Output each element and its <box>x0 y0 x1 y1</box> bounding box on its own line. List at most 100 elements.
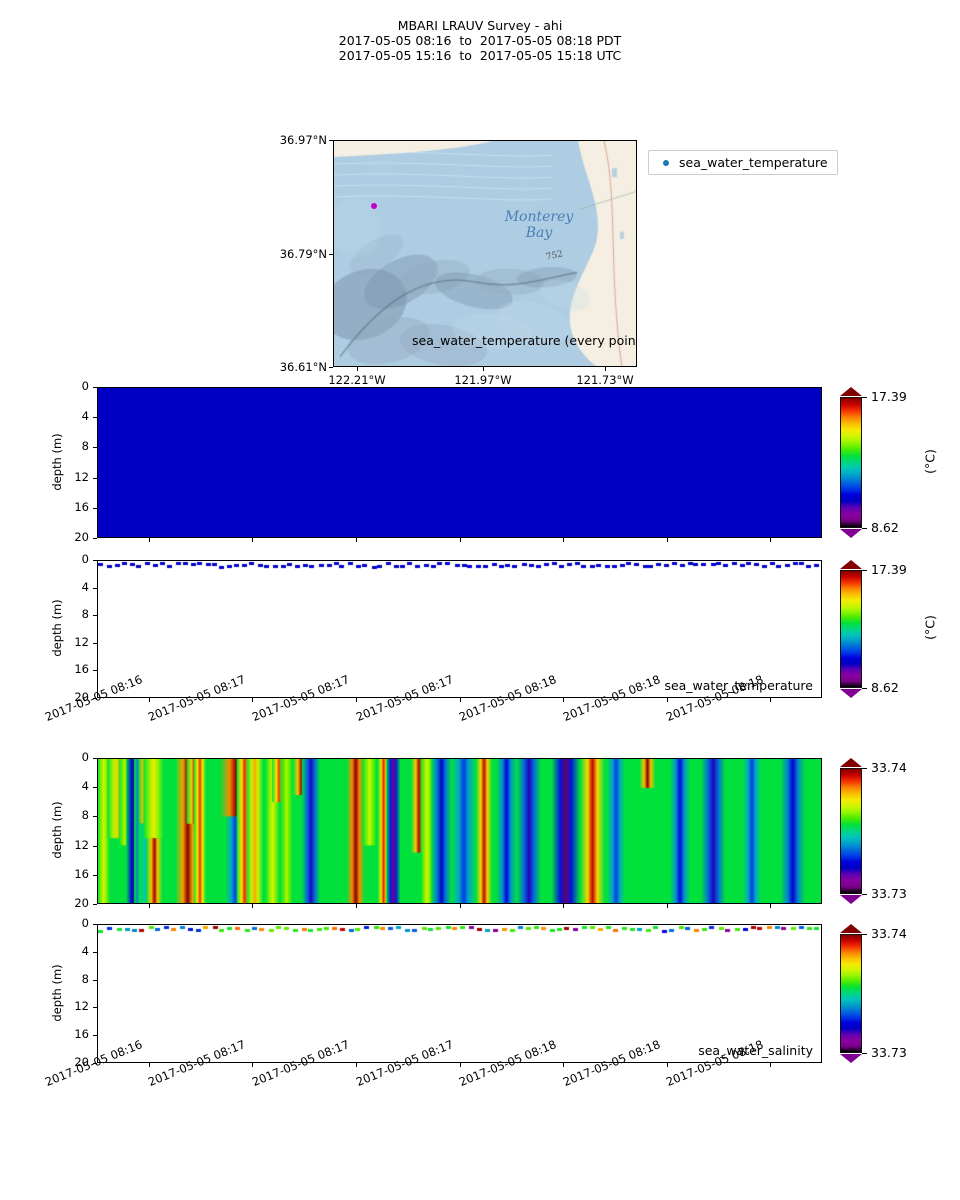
colorbar-temp_points[interactable] <box>840 560 862 698</box>
map-lon-tick-0: 122.21°W <box>328 373 386 387</box>
panel-temp_points-xtick-mark <box>459 698 461 702</box>
panel-temp_section-xtick-mark <box>666 538 668 542</box>
panel-sal_points-xtick-mark <box>459 1063 461 1067</box>
title-line-1: MBARI LRAUV Survey - ahi <box>397 18 563 33</box>
panel-sal_points-xtick-label-0: 2017-05-05 08:16 <box>42 1037 145 1089</box>
colorbar-temp_points-gradient <box>840 570 862 688</box>
panel-temp_section-axes[interactable] <box>97 387 822 538</box>
panel-temp_points-ytick-4: 4 <box>81 579 89 594</box>
panel-temp_points-ytick-20: 20 <box>74 690 89 704</box>
panel-sal_section-ytick-0: 0 <box>81 750 89 764</box>
map-xtick-mark <box>483 367 485 371</box>
panel-sal_points-xtick-mark <box>666 1063 668 1067</box>
panel-sal_section-xtick-mark <box>666 904 668 908</box>
panel-temp_points-axes[interactable]: sea_water_temperature <box>97 560 822 698</box>
panel-sal_points-ytick-12: 12 <box>74 999 89 1014</box>
panel-temp_points-ytick-mark <box>93 560 97 562</box>
map-axes[interactable]: Monterey Bay 752 sea_water_temperature (… <box>333 140 637 367</box>
panel-sal_section-axes[interactable] <box>97 758 822 904</box>
colorbar-sal_points-max-tick <box>862 934 867 936</box>
panel-temp_points-ytick-mark <box>93 670 97 672</box>
map-ytick-mark <box>329 140 333 142</box>
panel-sal_section-ytick-20: 20 <box>74 896 89 910</box>
panel-sal_points-ytick-mark <box>93 1063 97 1065</box>
panel-temp_section-ytick-mark <box>93 507 97 509</box>
panel-temp_section-ytick-16: 16 <box>74 499 89 514</box>
panel-temp_section-xtick-mark <box>148 538 150 542</box>
map-lat-tick-1: 36.79°N <box>279 246 327 261</box>
panel-temp_section-ytick-mark <box>93 477 97 479</box>
panel-temp_points-ytick-mark <box>93 642 97 644</box>
panel-sal_points-xtick-mark <box>355 1063 358 1067</box>
panel-temp_points-xtick-mark <box>770 698 772 702</box>
survey-position-marker <box>371 203 377 209</box>
colorbar-sal_points-max-extend-arrow <box>840 924 862 933</box>
panel-sal_section-ytick-12: 12 <box>74 837 89 852</box>
colorbar-sal_points-min-extend-arrow <box>840 1054 862 1063</box>
map-basemap-canvas <box>334 141 636 366</box>
panel-sal_section-xtick-mark <box>459 904 461 908</box>
panel-temp_points-xtick-label-0: 2017-05-05 08:16 <box>42 672 145 724</box>
panel-temp_points-ylabel: depth (m) <box>50 599 64 657</box>
panel-sal_points-ytick-8: 8 <box>81 971 89 986</box>
map-lat-tick-2: 36.61°N <box>279 360 327 374</box>
panel-temp_points-ytick-16: 16 <box>74 662 89 677</box>
panel-sal_points-canvas <box>98 925 821 1062</box>
panel-sal_section-ytick-mark <box>93 904 97 906</box>
panel-sal_section-xtick-mark <box>148 904 150 908</box>
colorbar-temp_points-max-label: 17.39 <box>871 562 907 577</box>
colorbar-temp_section[interactable] <box>840 387 862 538</box>
map-ytick-mark <box>329 367 333 369</box>
panel-temp_points-xtick-mark <box>666 698 668 702</box>
colorbar-sal_section-max-tick <box>862 768 867 770</box>
panel-temp_section-ytick-20: 20 <box>74 530 89 544</box>
panel-temp_points-xtick-mark <box>563 698 565 702</box>
map-variable-label: sea_water_temperature (every point) <box>412 333 636 348</box>
colorbar-sal_section-min-extend-arrow <box>840 895 862 904</box>
colorbar-temp_points-min-tick <box>862 688 867 690</box>
panel-temp_section-ytick-mark <box>93 447 97 449</box>
panel-temp_section-ytick-mark <box>93 387 97 389</box>
colorbar-temp_section-min-extend-arrow <box>840 529 862 538</box>
panel-temp_points-ytick-mark <box>93 587 97 589</box>
colorbar-temp_points-max-tick <box>862 570 867 572</box>
map-legend[interactable]: sea_water_temperature <box>648 150 838 175</box>
colorbar-sal_points-min-label: 33.73 <box>871 1045 907 1060</box>
panel-temp_points-ytick-mark <box>93 698 97 700</box>
panel-sal_points-ytick-mark <box>93 951 97 953</box>
panel-temp_points-ytick-0: 0 <box>81 552 89 566</box>
colorbar-sal_section-min-tick <box>862 894 867 896</box>
colorbar-sal_section-max-extend-arrow <box>840 758 862 767</box>
monterey-bay-label: Monterey Bay <box>504 209 574 241</box>
panel-temp_section-xtick-mark <box>459 538 461 542</box>
panel-temp_section-ytick-4: 4 <box>81 409 89 424</box>
panel-temp_points-ytick-12: 12 <box>74 634 89 649</box>
panel-temp_section-xtick-mark <box>563 538 565 542</box>
panel-temp_section-ytick-12: 12 <box>74 469 89 484</box>
colorbar-sal_points-gradient <box>840 934 862 1053</box>
colorbar-sal_points-max-label: 33.74 <box>871 926 907 941</box>
title-line-3: 2017-05-05 15:16 to 2017-05-05 15:18 UTC <box>338 48 622 63</box>
colorbar-sal_section[interactable] <box>840 758 862 904</box>
panel-sal_points-variable-label: sea_water_salinity <box>698 1043 813 1058</box>
panel-sal_points-ytick-mark <box>93 924 97 926</box>
panel-sal_section-xtick-mark <box>770 904 772 908</box>
legend-marker-icon <box>663 159 669 166</box>
panel-temp_section-xtick-mark <box>770 538 772 542</box>
panel-sal_points-axes[interactable]: sea_water_salinity <box>97 924 822 1063</box>
page-title: MBARI LRAUV Survey - ahi 2017-05-05 08:1… <box>0 18 960 63</box>
panel-sal_points-xtick-mark <box>770 1063 772 1067</box>
panel-temp_section-canvas <box>98 388 821 537</box>
colorbar-sal_points[interactable] <box>840 924 862 1063</box>
colorbar-temp_points-min-label: 8.62 <box>871 680 899 695</box>
panel-sal_section-ylabel: depth (m) <box>50 801 64 859</box>
panel-temp_section-ytick-0: 0 <box>81 379 89 393</box>
panel-sal_section-canvas <box>98 759 821 903</box>
panel-sal_section-ytick-mark <box>93 845 97 847</box>
panel-sal_points-ytick-4: 4 <box>81 943 89 958</box>
panel-temp_points-canvas <box>98 561 821 697</box>
colorbar-temp_section-max-extend-arrow <box>840 387 862 396</box>
map-canvas-container: Monterey Bay 752 sea_water_temperature (… <box>334 141 636 366</box>
panel-sal_section-ytick-mark <box>93 816 97 818</box>
panel-sal_points-ytick-16: 16 <box>74 1027 89 1042</box>
